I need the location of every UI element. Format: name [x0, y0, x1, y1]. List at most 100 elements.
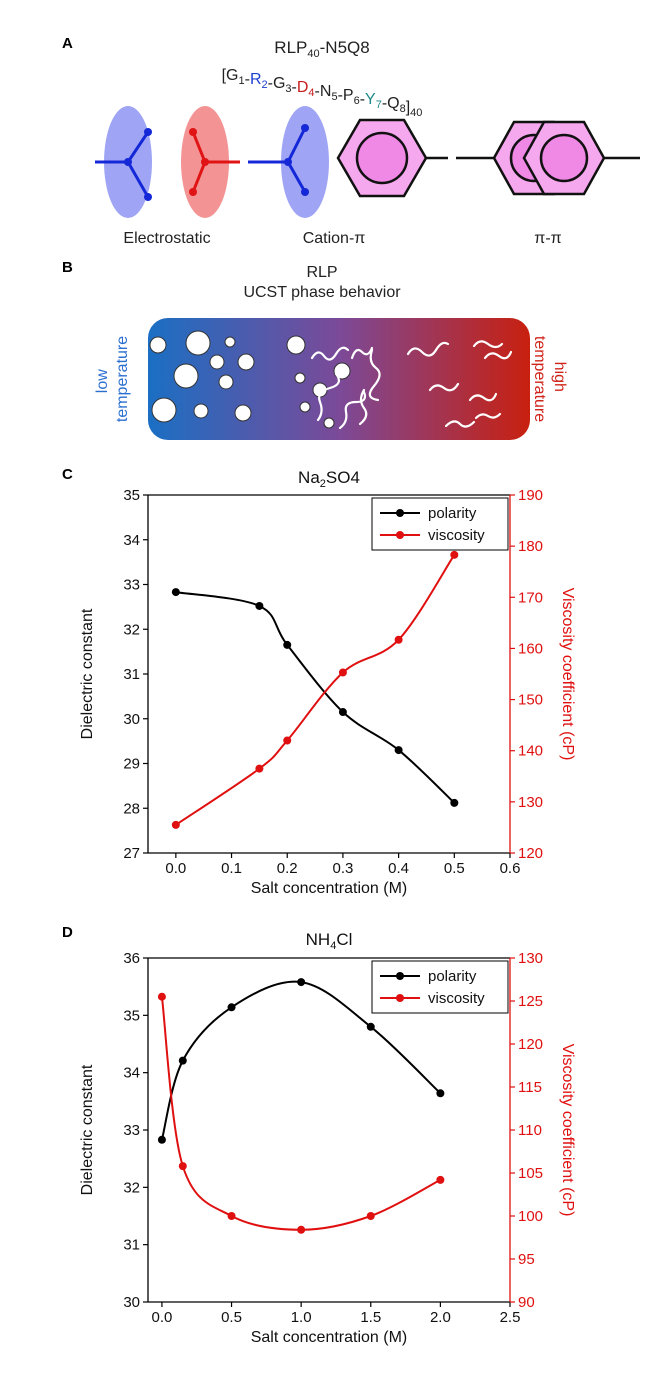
- data-point-viscosity: [366, 1212, 375, 1220]
- title-rest: -N5Q8: [320, 38, 370, 57]
- y-tick-label: 33: [123, 577, 140, 594]
- panel-b-title-2: UCST phase behavior: [243, 284, 401, 301]
- title-main: RLP: [274, 38, 307, 57]
- legend-label-viscosity: viscosity: [428, 527, 485, 544]
- legend-marker-polarity: [396, 972, 404, 980]
- y-tick-label: 34: [123, 1065, 140, 1082]
- label-cation-pi: Cation-π: [303, 230, 366, 247]
- x-tick-label: 0.2: [277, 860, 298, 877]
- seq-repeat: 40: [410, 107, 422, 119]
- data-point-polarity: [297, 978, 306, 987]
- panel-b-letter: B: [62, 259, 73, 276]
- low-temperature-label: low temperature: [94, 336, 131, 422]
- y2-tick-label: 140: [518, 743, 543, 760]
- label-electrostatic: Electrostatic: [123, 230, 210, 247]
- data-point-viscosity: [255, 764, 264, 773]
- seq-dash: -: [338, 87, 343, 104]
- y2-tick-label: 110: [518, 1122, 542, 1139]
- seq-dash: -: [382, 95, 387, 112]
- y-tick-label: 33: [123, 1122, 140, 1139]
- panel-b-title-1: RLP: [306, 264, 337, 281]
- legend-label-polarity: polarity: [428, 968, 477, 985]
- data-point-viscosity: [436, 1175, 445, 1184]
- x-tick-label: 1.5: [360, 1309, 381, 1326]
- sequence-text: [G1-R2-G3-D4-N5-P6-Y7-Q8]40: [222, 67, 423, 119]
- series-line-polarity: [160, 980, 442, 1141]
- seq-residue-index: 7: [376, 99, 382, 111]
- seq-dash: -: [315, 83, 320, 100]
- chains: [310, 340, 513, 430]
- legend-label-polarity: polarity: [428, 505, 477, 522]
- data-point-polarity: [255, 601, 264, 610]
- panel-a-title: RLP40-N5Q8: [274, 38, 369, 60]
- y-tick-label: 36: [123, 950, 140, 967]
- data-point-polarity: [450, 798, 459, 807]
- seq-residue-index: 2: [262, 79, 268, 91]
- data-point-viscosity: [178, 1162, 187, 1171]
- y-tick-label: 28: [123, 800, 140, 817]
- y-tick-label: 29: [123, 756, 140, 773]
- y2-tick-label: 95: [518, 1251, 535, 1268]
- chart-title: Na2SO4: [298, 468, 360, 490]
- data-point-viscosity: [450, 550, 459, 559]
- x-tick-label: 1.0: [291, 1309, 312, 1326]
- seq-dash: -: [245, 71, 250, 88]
- seq-residue-index: 4: [308, 87, 314, 99]
- y2-tick-label: 120: [518, 845, 543, 862]
- data-point-viscosity: [171, 820, 180, 829]
- seq-residue-index: 6: [354, 95, 360, 107]
- seq-residue-index: 5: [331, 91, 337, 103]
- seq-residue: G: [273, 75, 285, 92]
- x-tick-label: 0.0: [165, 860, 186, 877]
- y-axis-label: Dielectric constant: [79, 608, 96, 739]
- y2-tick-label: 115: [518, 1079, 542, 1096]
- y2-axis-label: Viscosity coefficient (cP): [559, 588, 576, 761]
- panel-a: A RLP40-N5Q8 [G1-R2-G3-D4-N5-P6-Y7-Q8]40: [62, 35, 640, 247]
- chart-d: NH4Cl 0.0 0.5 1.0 1.5 2.0 2.5 30 31 32 33 34 35 36 90 9…: [79, 930, 576, 1346]
- legend-marker-polarity: [396, 509, 404, 517]
- x-tick-label: 0.3: [332, 860, 353, 877]
- x-tick-label: 0.4: [388, 860, 409, 877]
- pi-stacking-rings-icon: [456, 120, 640, 196]
- data-point-polarity: [171, 588, 180, 597]
- y-tick-label: 30: [123, 1294, 140, 1311]
- data-point-polarity: [338, 708, 347, 717]
- seq-residue: R: [250, 71, 262, 88]
- y-tick-label: 30: [123, 711, 140, 728]
- panel-d-letter: D: [62, 924, 73, 941]
- legend-marker-viscosity: [396, 994, 404, 1002]
- label-pi-pi: π-π: [534, 230, 561, 247]
- y2-tick-label: 130: [518, 794, 543, 811]
- y2-tick-label: 170: [518, 589, 543, 606]
- y2-tick-label: 150: [518, 692, 543, 709]
- data-point-polarity: [283, 640, 292, 649]
- seq-residue: D: [297, 79, 309, 96]
- x-axis-label: Salt concentration (M): [251, 880, 408, 897]
- series-line-viscosity: [175, 554, 456, 826]
- y2-tick-label: 160: [518, 640, 543, 657]
- y2-tick-label: 125: [518, 993, 543, 1010]
- x-tick-label: 0.0: [151, 1309, 172, 1326]
- y-tick-label: 35: [123, 487, 140, 504]
- y2-axis-label: Viscosity coefficient (cP): [559, 1044, 576, 1217]
- data-point-viscosity: [283, 736, 292, 745]
- series-line-polarity: [175, 591, 455, 804]
- seq-dash: -: [268, 75, 273, 92]
- seq-bracket-open: [: [222, 67, 227, 84]
- seq-residue: P: [343, 87, 354, 104]
- y2-tick-label: 180: [518, 538, 543, 555]
- x-tick-label: 2.0: [430, 1309, 451, 1326]
- data-point-polarity: [394, 746, 403, 755]
- y-tick-label: 35: [123, 1007, 140, 1024]
- legend-box: [371, 960, 509, 1014]
- data-point-viscosity: [338, 668, 347, 677]
- panel-c-letter: C: [62, 466, 73, 483]
- data-point-polarity: [436, 1089, 445, 1098]
- x-tick-label: 0.5: [444, 860, 465, 877]
- electrostatic-blue-group: [95, 106, 152, 218]
- data-point-polarity: [366, 1022, 375, 1031]
- data-point-polarity: [227, 1003, 236, 1012]
- y-tick-label: 31: [123, 1237, 140, 1254]
- seq-residue-index: 1: [238, 75, 244, 87]
- y2-tick-label: 100: [518, 1208, 543, 1225]
